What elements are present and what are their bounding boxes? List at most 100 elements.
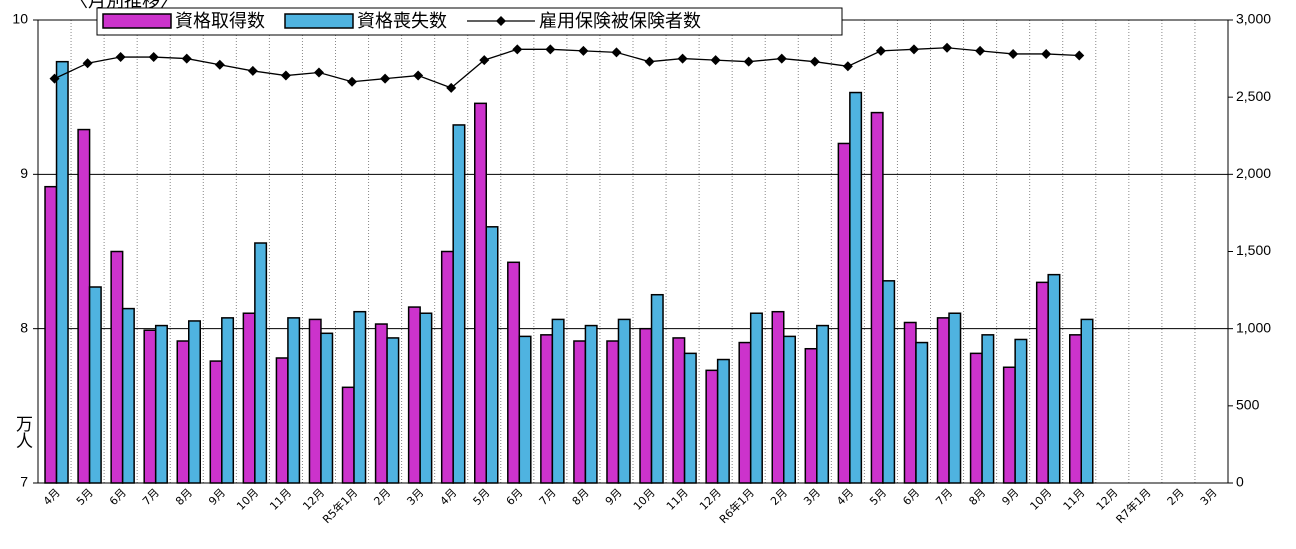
bar	[617, 318, 631, 484]
bar	[452, 124, 466, 484]
x-tick-label: R7年1月	[1113, 485, 1154, 526]
line-marker	[115, 52, 126, 63]
line-marker	[1008, 48, 1019, 59]
bar	[474, 102, 487, 484]
x-tick-label: 6月	[107, 486, 129, 508]
legend-swatch	[102, 13, 172, 29]
bar	[440, 250, 454, 484]
legend-swatch	[284, 13, 354, 29]
bar	[154, 324, 168, 484]
line-marker	[181, 53, 192, 64]
line-marker	[313, 67, 324, 78]
x-tick-label: 4月	[41, 486, 63, 508]
legend-label: 資格取得数	[175, 11, 265, 32]
bar	[882, 280, 896, 484]
x-tick-label: 2月	[768, 486, 790, 508]
x-tick-label: 11月	[267, 486, 294, 513]
x-tick-label: 12月	[1094, 486, 1121, 513]
line-marker	[710, 55, 721, 66]
bar	[143, 329, 157, 484]
x-tick-label: 3月	[404, 486, 426, 508]
line-marker	[809, 56, 820, 67]
x-tick-label: 7月	[933, 486, 955, 508]
y2-tick-label: 3,000	[1236, 11, 1271, 27]
bar	[221, 317, 235, 484]
bar	[110, 250, 124, 484]
bar	[353, 310, 367, 484]
line-marker	[1041, 48, 1052, 59]
x-tick-label: 5月	[74, 486, 96, 508]
y2-tick-label: 1,500	[1236, 242, 1271, 258]
bar	[1002, 366, 1016, 484]
x-tick-label: 3月	[801, 486, 823, 508]
x-tick-label: 3月	[1198, 486, 1220, 508]
line-marker	[644, 56, 655, 67]
bar	[683, 352, 697, 484]
y2-tick-label: 2,500	[1236, 88, 1271, 104]
bar	[639, 327, 653, 484]
bar	[320, 332, 334, 484]
x-tick-label: 4月	[834, 486, 856, 508]
bar	[485, 226, 499, 484]
x-tick-label: 10月	[631, 486, 658, 513]
line-marker	[842, 61, 853, 72]
bar	[837, 142, 851, 484]
line-marker	[512, 44, 523, 55]
bar	[1035, 281, 1049, 484]
x-tick-label: 6月	[900, 486, 922, 508]
bar	[1080, 318, 1094, 484]
x-tick-label: 9月	[603, 486, 625, 508]
line-marker	[875, 45, 886, 56]
line-marker	[1074, 50, 1085, 61]
line-marker	[148, 52, 159, 63]
bar	[55, 60, 69, 484]
x-tick-label: 6月	[504, 486, 526, 508]
bar	[540, 334, 554, 484]
line	[54, 47, 1080, 89]
x-tick-label: 10月	[1028, 486, 1055, 513]
bar	[176, 340, 190, 484]
line-marker	[347, 76, 358, 87]
y-tick-label: 9	[20, 165, 28, 181]
y2-tick-label: 2,000	[1236, 165, 1271, 181]
x-tick-label: R6年1月	[716, 485, 757, 526]
x-tick-label: 8月	[966, 486, 988, 508]
bar	[1047, 273, 1061, 484]
line-marker	[942, 42, 953, 53]
line-marker	[743, 56, 754, 67]
line-marker	[776, 53, 787, 64]
bar	[849, 91, 863, 484]
bar	[816, 324, 830, 484]
line-marker	[49, 73, 60, 84]
bar	[374, 323, 388, 484]
bar	[969, 352, 983, 484]
x-tick-label: 2月	[371, 486, 393, 508]
x-tick-label: 8月	[570, 486, 592, 508]
x-tick-label: 5月	[471, 486, 493, 508]
bar	[783, 335, 796, 484]
bar	[551, 318, 565, 484]
line-marker	[908, 44, 919, 55]
bar	[507, 261, 521, 484]
x-tick-label: 7月	[140, 486, 162, 508]
bar	[771, 310, 785, 484]
bar	[121, 307, 135, 484]
bar	[870, 111, 884, 484]
legend-swatch	[496, 16, 506, 26]
x-tick-label: 11月	[1061, 486, 1088, 513]
x-tick-label: 9月	[206, 486, 228, 508]
y-tick-label: 8	[20, 319, 28, 335]
bar	[1069, 334, 1082, 484]
x-tick-label: R5年1月	[320, 485, 361, 526]
bar	[287, 317, 301, 484]
line-marker	[677, 53, 688, 64]
bar	[209, 360, 223, 484]
bar	[936, 317, 950, 484]
line-marker	[479, 55, 490, 66]
x-tick-label: 12月	[300, 486, 327, 513]
bar	[88, 286, 102, 484]
bar	[419, 312, 433, 484]
line-marker	[413, 70, 424, 81]
